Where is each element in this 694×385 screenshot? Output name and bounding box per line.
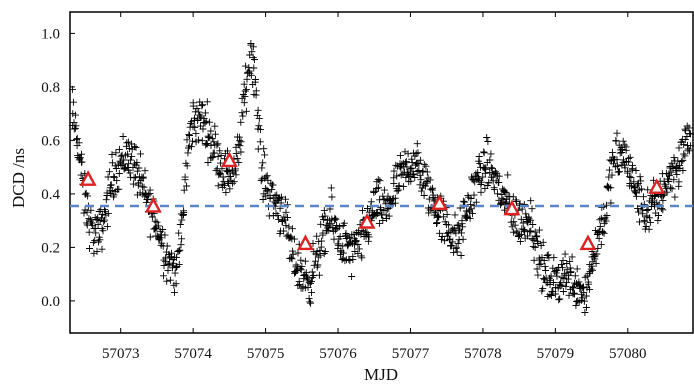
y-tick-label: 0.2 <box>41 240 60 256</box>
triangle-marker <box>79 170 97 186</box>
plus-series <box>68 40 694 316</box>
y-ticks: 0.0 0.2 0.4 0.6 0.8 1.0 <box>41 26 75 310</box>
x-tick-label: 57074 <box>174 346 212 362</box>
triangle-marker <box>144 196 162 213</box>
triangle-marker <box>503 199 521 216</box>
y-tick-label: 0.6 <box>41 133 60 149</box>
triangle-series <box>79 151 666 251</box>
x-tick-label: 57073 <box>102 346 140 362</box>
x-axis-title: MJD <box>364 365 398 384</box>
triangle-marker <box>648 178 666 194</box>
x-tick-label: 57077 <box>392 346 430 362</box>
x-tick-label: 57080 <box>609 346 647 362</box>
triangle-marker <box>358 212 376 229</box>
x-ticks: 57073 57074 57075 57076 57077 57078 57079 57080 <box>102 12 647 362</box>
x-tick-label: 57076 <box>319 346 357 362</box>
y-tick-label: 1.0 <box>41 26 60 42</box>
triangle-marker <box>296 234 314 251</box>
x-tick-label: 57075 <box>247 346 285 362</box>
x-tick-label: 57079 <box>537 346 575 362</box>
x-tick-label: 57078 <box>464 346 502 362</box>
triangle-marker <box>430 194 448 210</box>
plus-markers <box>68 40 694 316</box>
y-axis-title: DCD /ns <box>9 148 28 208</box>
plot-frame <box>69 11 694 334</box>
y-tick-label: 0.4 <box>41 187 60 203</box>
y-tick-label: 0.0 <box>41 294 60 310</box>
triangle-marker <box>220 151 238 168</box>
triangle-marker <box>579 234 597 251</box>
y-tick-label: 0.8 <box>41 80 60 96</box>
